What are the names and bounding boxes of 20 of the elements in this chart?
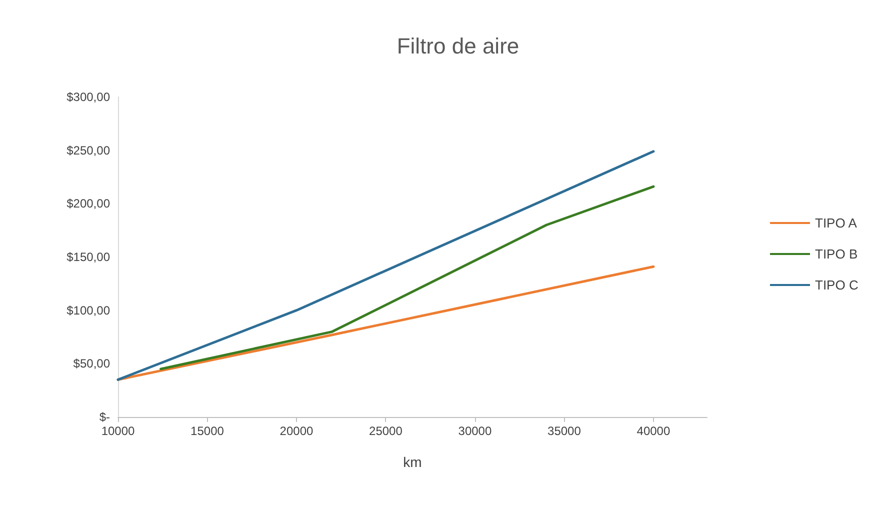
x-tick-label: 30000 [458, 424, 492, 438]
legend-label: TIPO B [815, 246, 858, 262]
y-tick-label: $50,00 [73, 356, 110, 371]
y-tick-label: $300,00 [66, 90, 110, 104]
y-tick-label: $250,00 [66, 143, 110, 158]
line-series [160, 185, 655, 370]
legend-label: TIPO C [815, 278, 858, 292]
legend-label: TIPO A [815, 216, 858, 230]
y-tick-label: $100,00 [66, 303, 110, 318]
y-tick-label: $- [99, 410, 110, 424]
x-axis-title: km [403, 454, 422, 470]
x-tick-label: 10000 [101, 424, 136, 438]
y-tick-label: $200,00 [66, 196, 110, 211]
x-tick-label: 15000 [190, 424, 224, 438]
x-tick-label: 20000 [280, 424, 314, 438]
x-tick-label: 40000 [636, 424, 670, 438]
x-tick-label: 25000 [369, 424, 403, 438]
y-tick-label: $150,00 [66, 250, 110, 264]
chart-title: Filtro de aire [396, 34, 520, 58]
x-tick-label: 35000 [548, 424, 582, 438]
